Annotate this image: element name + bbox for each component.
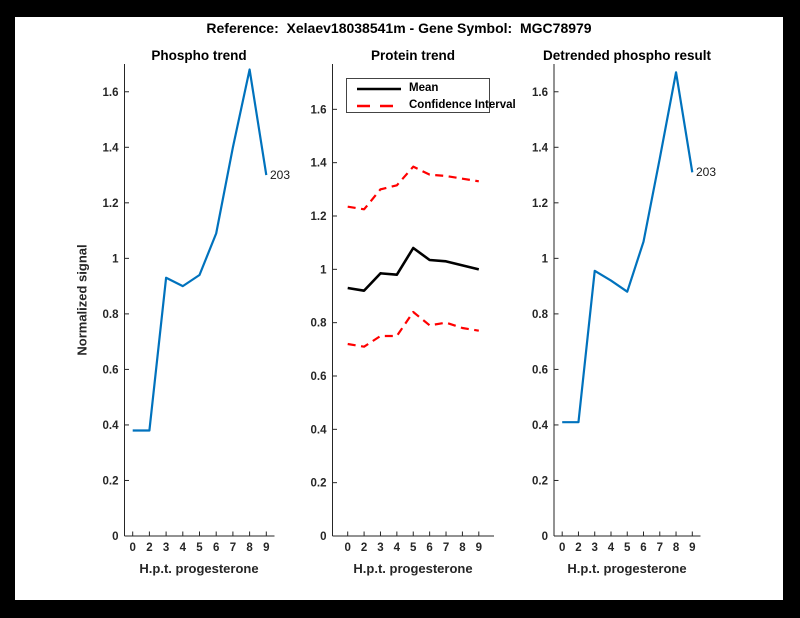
x-tick-label: 5 [624, 542, 631, 554]
x-tick-label: 8 [459, 542, 466, 554]
x-tick-label: 9 [689, 542, 695, 554]
x-tick-label: 0 [344, 542, 350, 554]
y-tick-label: 0.8 [103, 309, 120, 321]
x-tick-label: 5 [196, 542, 203, 554]
y-tick-label: 1.4 [311, 158, 328, 170]
x-tick-label: 3 [163, 542, 169, 554]
subplot1-title: Phospho trend [151, 48, 247, 63]
subplot1-endpoint-label: 203 [270, 168, 291, 182]
y-tick-label: 1.6 [311, 104, 327, 116]
y-tick-label: 0.6 [103, 364, 119, 376]
y-tick-label: 1.6 [103, 87, 119, 99]
x-tick-label: 6 [426, 542, 432, 554]
y-tick-label: 0.4 [532, 420, 549, 432]
x-tick-label: 6 [640, 542, 646, 554]
y-tick-label: 1.2 [311, 211, 327, 223]
x-tick-label: 6 [213, 542, 219, 554]
x-tick-label: 5 [410, 542, 417, 554]
x-tick-label: 0 [129, 542, 135, 554]
x-tick-label: 4 [180, 542, 187, 554]
y-tick-label: 0 [112, 531, 118, 543]
legend-label-mean: Mean [409, 82, 439, 94]
y-tick-label: 0.4 [103, 420, 120, 432]
y-tick-label: 0 [542, 531, 548, 543]
y-tick-label: 1.4 [532, 142, 549, 154]
x-tick-label: 4 [608, 542, 615, 554]
ci-line-sample [357, 104, 401, 108]
subplot3-endpoint-label: 203 [696, 165, 717, 179]
legend-row-ci: Confidence Interval [347, 97, 516, 113]
subplot1-ylabel: Normalized signal [74, 244, 90, 356]
subplot1-xlabel: H.p.t. progesterone [139, 561, 259, 576]
x-tick-label: 3 [592, 542, 598, 554]
y-tick-label: 0 [320, 531, 326, 543]
y-tick-label: 1.6 [532, 87, 548, 99]
legend-row-mean: Mean [347, 80, 491, 96]
matlab-figure: Reference: Xelaev18038541m - Gene Symbol… [15, 17, 783, 600]
y-tick-label: 0.8 [311, 318, 328, 330]
x-tick-label: 7 [657, 542, 663, 554]
x-tick-label: 7 [230, 542, 236, 554]
subplot2-xlabel: H.p.t. progesterone [353, 561, 473, 576]
phospho-signal-line [132, 68, 268, 432]
y-tick-label: 0.2 [311, 478, 327, 490]
y-tick-label: 1.4 [103, 142, 120, 154]
y-tick-label: 0.2 [532, 475, 548, 487]
x-tick-label: 0 [559, 542, 565, 554]
y-tick-label: 0.6 [532, 364, 548, 376]
x-tick-label: 9 [476, 542, 482, 554]
legend: Mean Confidence Interval [346, 78, 516, 113]
plots-canvas: 0 2 3 4 5 6 7 8 900.20.40.60.811.21.41.60 2 3 4 5 6 7 8… [103, 64, 701, 554]
x-tick-label: 9 [263, 542, 269, 554]
y-tick-label: 1.2 [532, 198, 548, 210]
ci-lower-line [347, 310, 479, 348]
y-tick-label: 1 [112, 253, 119, 265]
y-tick-label: 0.2 [103, 475, 119, 487]
x-tick-label: 7 [443, 542, 449, 554]
y-tick-label: 0.8 [532, 309, 549, 321]
x-tick-label: 8 [673, 542, 680, 554]
mean-line [347, 246, 480, 292]
x-tick-label: 2 [361, 542, 367, 554]
legend-label-ci: Confidence Interval [409, 99, 516, 111]
ci-upper-line [347, 165, 479, 211]
y-tick-label: 0.4 [311, 424, 328, 436]
figure-title: Reference: Xelaev18038541m - Gene Symbol… [206, 20, 592, 36]
x-tick-label: 2 [146, 542, 152, 554]
x-tick-label: 8 [246, 542, 253, 554]
y-tick-label: 1.2 [103, 198, 119, 210]
detrended-phospho-line [562, 71, 694, 424]
mean-line-sample [357, 87, 401, 91]
x-tick-label: 3 [377, 542, 383, 554]
y-tick-label: 1 [320, 264, 327, 276]
x-tick-label: 2 [575, 542, 581, 554]
y-tick-label: 0.6 [311, 371, 327, 383]
subplot2-title: Protein trend [370, 48, 455, 63]
subplot3-title: Detrended phospho result [542, 48, 711, 63]
x-tick-label: 4 [394, 542, 401, 554]
y-tick-label: 1 [542, 253, 549, 265]
subplot3-xlabel: H.p.t. progesterone [567, 561, 687, 576]
